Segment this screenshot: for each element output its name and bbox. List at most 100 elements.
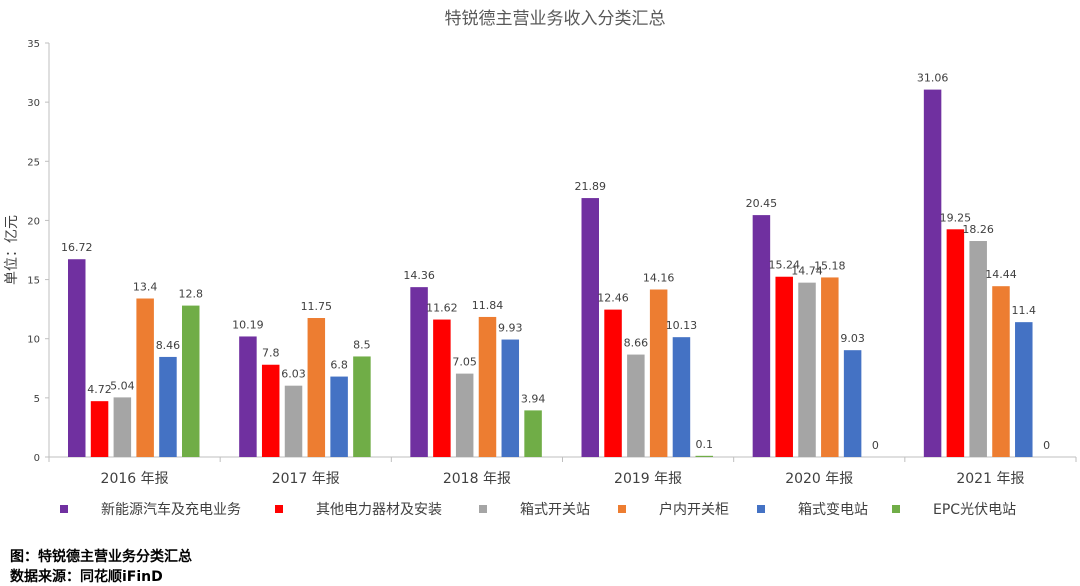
bar-2-3: [433, 319, 451, 457]
bar-4-1: [136, 298, 154, 457]
x-tick-label: 2017 年报: [272, 471, 340, 487]
data-label: 4.72: [87, 383, 112, 396]
bar-3-5: [798, 282, 816, 457]
x-tick-label: 2016 年报: [101, 471, 169, 487]
data-label: 21.89: [575, 180, 607, 193]
y-axis-label: 单位：亿元: [4, 215, 20, 285]
data-label: 0: [872, 439, 879, 452]
bar-4-5: [821, 277, 839, 457]
bar-5-4: [672, 337, 691, 457]
data-label: 8.5: [353, 338, 371, 351]
y-tick-label: 35: [27, 39, 40, 50]
bar-4-3: [478, 316, 497, 457]
bar-6-3: [524, 410, 542, 457]
bar-1-4: [581, 198, 599, 457]
data-label: 10.19: [232, 318, 264, 331]
x-tick-label: 2020 年报: [785, 471, 853, 487]
data-label: 11.75: [301, 300, 333, 313]
data-label: 20.45: [746, 197, 778, 210]
legend-label: 箱式变电站: [798, 502, 868, 518]
legend-label: EPC光伏电站: [933, 502, 1016, 518]
legend-swatch: [618, 505, 626, 513]
y-tick-label: 10: [27, 335, 40, 346]
bar-1-5: [752, 215, 771, 457]
bar-6-2: [353, 356, 371, 457]
y-tick-label: 5: [34, 394, 40, 405]
data-label: 12.46: [597, 292, 629, 305]
y-tick-label: 30: [27, 98, 40, 109]
data-label: 8.46: [156, 339, 181, 352]
bar-2-4: [604, 309, 622, 457]
y-tick-label: 20: [27, 216, 40, 227]
legend-label: 户内开关柜: [659, 501, 729, 518]
bar-1-2: [239, 336, 257, 457]
data-label: 9.03: [840, 332, 865, 345]
data-label: 0.1: [696, 438, 714, 451]
bar-5-1: [159, 356, 177, 457]
data-label: 14.16: [643, 272, 675, 285]
bar-6-1: [182, 305, 200, 457]
data-label: 6.8: [330, 359, 348, 372]
bar-1-3: [410, 287, 428, 457]
figure-caption: 图：特锐德主营业务分类汇总: [10, 549, 192, 565]
data-label: 10.13: [666, 319, 698, 332]
data-label: 11.4: [1012, 304, 1037, 317]
bars-layer: [68, 89, 1033, 458]
bar-3-2: [284, 385, 303, 457]
data-labels-layer: 16.72 10.19 14.36 21.89 20.45 31.06 4.72 7.8 11.…: [61, 72, 1050, 452]
data-label: 19.25: [940, 211, 972, 224]
axes-layer: 0 5 10 15 20 25 30 35 2016 年报 2017 年报 2018 年报 2019 …: [27, 39, 1077, 487]
legend: 新能源汽车及充电业务 其他电力器材及安装 箱式开关站 户内开关柜 箱式变电站 EPC光伏电…: [60, 501, 1016, 518]
data-label: 14.44: [985, 268, 1017, 281]
legend-swatch: [479, 505, 487, 513]
bar-4-2: [307, 318, 326, 457]
data-label: 14.36: [403, 269, 435, 282]
bar-3-3: [455, 373, 474, 457]
data-label: 9.93: [498, 322, 523, 335]
bar-1-6: [923, 89, 942, 458]
y-tick-label: 25: [27, 157, 40, 168]
data-label: 15.18: [814, 259, 846, 272]
chart-title: 特锐德主营业务收入分类汇总: [445, 9, 666, 29]
legend-swatch: [892, 505, 900, 513]
legend-swatch: [275, 505, 283, 513]
legend-swatch: [60, 505, 68, 513]
y-tick-label: 15: [27, 276, 40, 287]
data-label: 31.06: [917, 72, 949, 85]
y-tick-label: 0: [34, 453, 40, 464]
x-tick-label: 2021 年报: [956, 471, 1024, 487]
legend-label: 箱式开关站: [520, 502, 590, 518]
bar-4-4: [649, 289, 668, 457]
bar-2-2: [261, 364, 280, 457]
bar-3-4: [627, 354, 645, 457]
data-label: 12.8: [179, 288, 204, 301]
data-label: 13.4: [133, 280, 158, 293]
bar-3-6: [969, 241, 987, 457]
bar-5-2: [330, 376, 348, 457]
data-label: 11.62: [426, 302, 458, 315]
data-label: 5.04: [110, 379, 135, 392]
bar-3-1: [113, 397, 132, 457]
bar-2-6: [946, 229, 965, 457]
data-label: 14.74: [791, 265, 823, 278]
legend-label: 新能源汽车及充电业务: [101, 501, 241, 518]
revenue-bar-chart: 特锐德主营业务收入分类汇总 单位：亿元 0 5 10 15 20 25 30 35 2016 年…: [4, 9, 1077, 518]
data-label: 15.24: [768, 259, 800, 272]
legend-swatch: [757, 505, 765, 513]
data-label: 6.03: [281, 368, 306, 381]
bar-5-3: [501, 339, 520, 457]
bar-5-5: [843, 350, 862, 457]
bar-1-1: [68, 259, 86, 457]
x-tick-label: 2018 年报: [443, 471, 511, 487]
bar-4-6: [992, 286, 1010, 457]
data-label: 0: [1043, 439, 1050, 452]
bar-5-6: [1015, 322, 1033, 457]
data-label: 16.72: [61, 241, 93, 254]
data-label: 3.94: [521, 392, 546, 405]
x-tick-label: 2019 年报: [614, 471, 682, 487]
data-label: 11.84: [472, 299, 504, 312]
data-label: 18.26: [962, 223, 994, 236]
data-label: 7.05: [452, 356, 477, 369]
data-label: 8.66: [624, 337, 649, 350]
bar-2-1: [90, 401, 109, 457]
